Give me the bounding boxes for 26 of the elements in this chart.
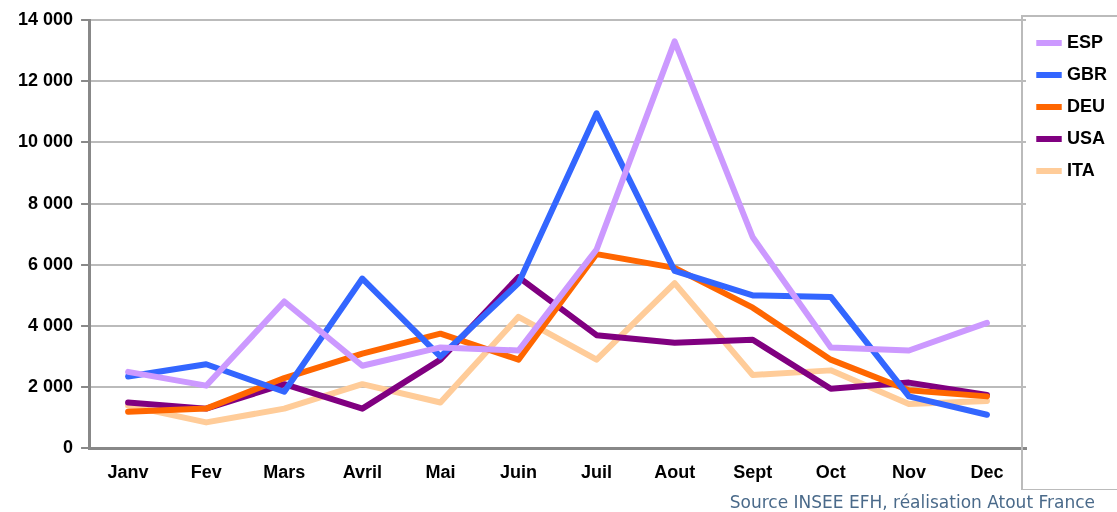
y-tick-label: 2 000: [28, 376, 74, 397]
x-tick-label: Mai: [425, 462, 456, 483]
legend-label: GBR: [1067, 63, 1107, 84]
x-tick-label: Aout: [654, 462, 696, 483]
y-tick-label: 10 000: [17, 131, 74, 152]
x-tick-label: Fev: [190, 462, 222, 483]
x-tick-label: Juin: [499, 462, 537, 483]
source-note: Source INSEE EFH, réalisation Atout France: [729, 492, 1095, 512]
x-tick-label: Dec: [970, 462, 1004, 483]
legend-label: ESP: [1067, 31, 1104, 52]
legend-label: USA: [1067, 127, 1106, 148]
legend-label: DEU: [1067, 95, 1106, 116]
x-tick-label: Mars: [263, 462, 306, 483]
y-tick-label: 8 000: [28, 192, 74, 213]
y-tick-label: 12 000: [17, 70, 74, 91]
x-tick-label: Nov: [891, 462, 926, 483]
y-tick-label: 0: [63, 437, 74, 458]
y-tick-label: 6 000: [28, 253, 74, 274]
x-tick-label: Janv: [107, 462, 149, 483]
x-tick-label: Sept: [733, 462, 773, 483]
y-tick-label: 4 000: [28, 314, 74, 335]
legend-label: ITA: [1067, 159, 1095, 180]
x-tick-label: Avril: [342, 462, 383, 483]
x-tick-label: Juil: [581, 462, 613, 483]
y-tick-label: 14 000: [17, 8, 74, 29]
x-tick-label: Oct: [815, 462, 846, 483]
